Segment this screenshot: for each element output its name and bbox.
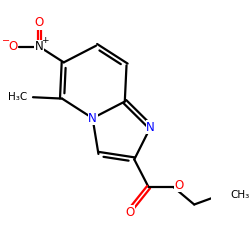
Text: O: O xyxy=(125,206,134,218)
Text: H₃C: H₃C xyxy=(8,92,27,102)
Text: O: O xyxy=(174,178,184,192)
Text: O: O xyxy=(8,40,18,53)
Text: N: N xyxy=(88,112,97,125)
Text: O: O xyxy=(35,16,44,29)
Text: +: + xyxy=(41,36,48,45)
Text: N: N xyxy=(35,40,44,53)
Text: N: N xyxy=(146,120,155,134)
Text: −: − xyxy=(2,36,10,46)
Text: CH₃: CH₃ xyxy=(230,190,249,200)
